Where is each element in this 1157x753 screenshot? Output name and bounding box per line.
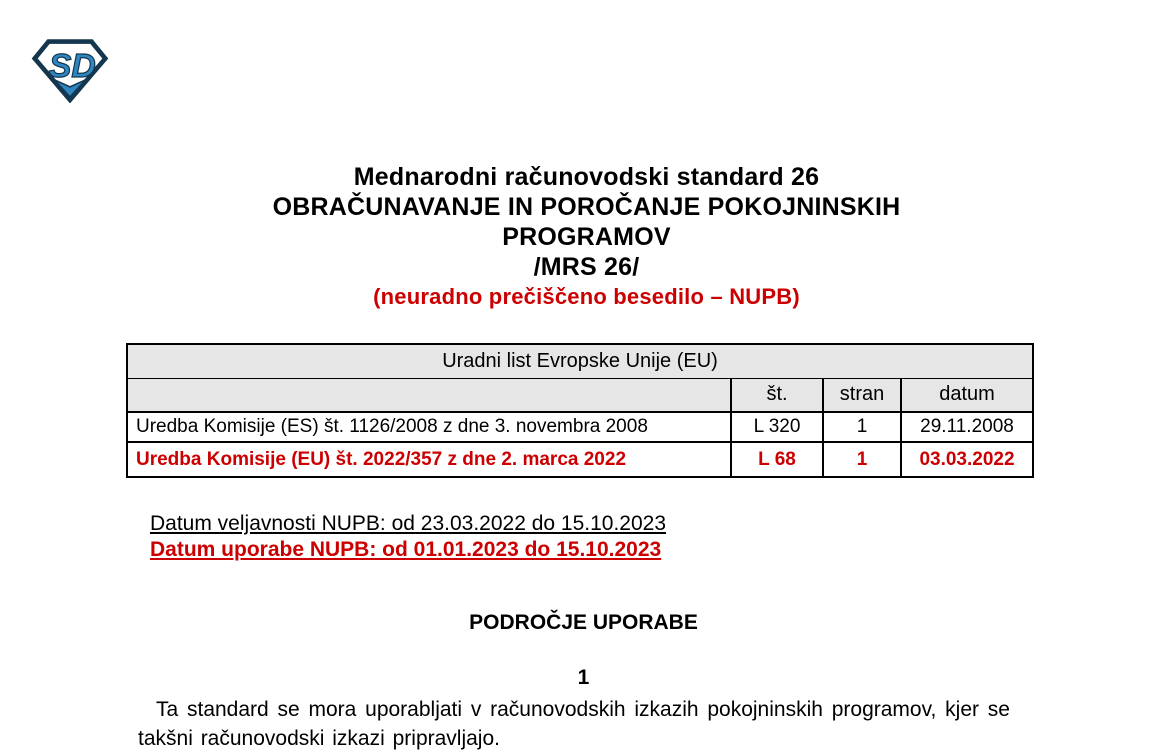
title-subtitle-nupb: (neuradno prečiščeno besedilo – NUPB) [373,284,800,309]
regulation-number: L 320 [730,411,824,443]
header-empty-cell [126,377,732,413]
regulation-date: 03.03.2022 [899,441,1035,478]
table-header-row: št. stran datum [126,377,1035,413]
official-journal-table: Uradni list Evropske Unije (EU) št. stra… [125,343,1035,478]
title-block: Mednarodni računovodski standard 26 OBRA… [0,162,1157,312]
shield-logo-icon: SD [31,39,109,103]
title-line-4: /MRS 26/ [533,253,640,281]
validity-block: Datum veljavnosti NUPB: od 23.03.2022 do… [150,511,666,563]
table-caption: Uradni list Evropske Unije (EU) [125,343,1035,379]
table-caption-row: Uradni list Evropske Unije (EU) [125,343,1035,379]
title-line-3: PROGRAMOV [502,223,671,251]
regulation-page: 1 [822,441,902,478]
regulation-name: Uredba Komisije (EU) št. 2022/357 z dne … [126,441,732,478]
regulation-page: 1 [822,411,902,443]
paragraph-number: 1 [577,666,590,689]
section-heading: PODROČJE UPORABE [469,611,698,634]
title-line-2: OBRAČUNAVANJE IN POROČANJE POKOJNINSKIH [272,193,901,221]
logo-text: SD [49,47,96,85]
sd-shield-logo: SD [31,37,109,103]
header-page: stran [822,377,902,413]
header-date: datum [899,377,1035,413]
regulation-date: 29.11.2008 [899,411,1035,443]
header-number: št. [730,377,824,413]
validity-date-line: Datum veljavnosti NUPB: od 23.03.2022 do… [150,512,667,535]
title-line-1: Mednarodni računovodski standard 26 [353,163,820,191]
regulation-number: L 68 [730,441,824,478]
application-date-line: Datum uporabe NUPB: od 01.01.2023 do 15.… [150,538,662,561]
paragraph-text: Ta standard se mora uporabljati v računo… [138,698,1010,750]
regulation-name: Uredba Komisije (ES) št. 1126/2008 z dne… [126,411,732,443]
table-row: Uredba Komisije (EU) št. 2022/357 z dne … [126,441,1035,478]
table-row: Uredba Komisije (ES) št. 1126/2008 z dne… [126,411,1035,443]
